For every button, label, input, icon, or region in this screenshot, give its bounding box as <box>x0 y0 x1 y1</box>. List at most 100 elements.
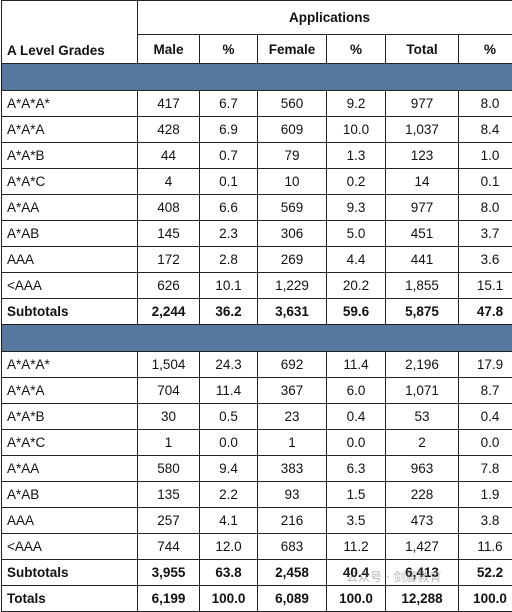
cell-total: 2,196 <box>386 352 459 378</box>
cell-total-pct: 3.7 <box>459 221 512 247</box>
cell-male: 6,199 <box>138 586 200 612</box>
cell-female-pct: 0.0 <box>327 430 386 456</box>
cell-female-pct: 3.5 <box>327 508 386 534</box>
cell-total: 963 <box>386 456 459 482</box>
cell-male-pct: 11.4 <box>200 378 258 404</box>
cell-grade: A*A*A* <box>2 352 138 378</box>
cell-female-pct: 0.4 <box>327 404 386 430</box>
cell-male-pct: 2.3 <box>200 221 258 247</box>
cell-male: 408 <box>138 195 200 221</box>
cell-total: 1,855 <box>386 273 459 299</box>
cell-female: 216 <box>258 508 327 534</box>
cell-grade: AAA <box>2 247 138 273</box>
cell-male: 580 <box>138 456 200 482</box>
cell-total: 14 <box>386 169 459 195</box>
cell-female: 367 <box>258 378 327 404</box>
cell-male: 744 <box>138 534 200 560</box>
cell-total: 123 <box>386 143 459 169</box>
cell-total: 977 <box>386 195 459 221</box>
cell-male: 257 <box>138 508 200 534</box>
cell-male-pct: 0.0 <box>200 430 258 456</box>
cell-male: 704 <box>138 378 200 404</box>
cell-female-pct: 6.3 <box>327 456 386 482</box>
cell-total-pct: 15.1 <box>459 273 512 299</box>
cell-female: 560 <box>258 91 327 117</box>
column-header-female-pct: % <box>327 35 386 64</box>
cell-total: 53 <box>386 404 459 430</box>
cell-grade: AAA <box>2 508 138 534</box>
cell-female: 383 <box>258 456 327 482</box>
cell-total-pct: 1.9 <box>459 482 512 508</box>
cell-female-pct: 6.0 <box>327 378 386 404</box>
cell-female-pct: 59.6 <box>327 299 386 325</box>
cell-female: 79 <box>258 143 327 169</box>
cell-total-pct: 8.0 <box>459 91 512 117</box>
cell-male-pct: 100.0 <box>200 586 258 612</box>
cell-total: 228 <box>386 482 459 508</box>
cell-female: 269 <box>258 247 327 273</box>
cell-total-pct: 47.8 <box>459 299 512 325</box>
column-header-male-pct: % <box>200 35 258 64</box>
cell-female-pct: 1.3 <box>327 143 386 169</box>
section-band-1 <box>2 64 512 91</box>
cell-female: 10 <box>258 169 327 195</box>
cell-female-pct: 0.2 <box>327 169 386 195</box>
cell-female-pct: 1.5 <box>327 482 386 508</box>
cell-total-pct: 100.0 <box>459 586 512 612</box>
cell-male-pct: 24.3 <box>200 352 258 378</box>
cell-grade: A*A*B <box>2 404 138 430</box>
cell-male-pct: 0.7 <box>200 143 258 169</box>
section-band-2-cell <box>2 325 512 352</box>
cell-grade: Subtotals <box>2 299 138 325</box>
cell-male-pct: 12.0 <box>200 534 258 560</box>
cell-female-pct: 11.4 <box>327 352 386 378</box>
cell-grade: Totals <box>2 586 138 612</box>
cell-total-pct: 8.0 <box>459 195 512 221</box>
cell-female-pct: 10.0 <box>327 117 386 143</box>
cell-male: 4 <box>138 169 200 195</box>
cell-total: 451 <box>386 221 459 247</box>
cell-male: 172 <box>138 247 200 273</box>
cell-male-pct: 36.2 <box>200 299 258 325</box>
cell-female-pct: 20.2 <box>327 273 386 299</box>
cell-male-pct: 6.7 <box>200 91 258 117</box>
cell-total: 2 <box>386 430 459 456</box>
cell-female-pct: 4.4 <box>327 247 386 273</box>
cell-total-pct: 0.0 <box>459 430 512 456</box>
cell-female-pct: 100.0 <box>327 586 386 612</box>
cell-total-pct: 52.2 <box>459 560 512 586</box>
cell-male: 428 <box>138 117 200 143</box>
cell-male-pct: 4.1 <box>200 508 258 534</box>
cell-male: 135 <box>138 482 200 508</box>
cell-total-pct: 17.9 <box>459 352 512 378</box>
watermark: 公众号 · 剑藤教育 <box>346 568 441 585</box>
cell-male-pct: 63.8 <box>200 560 258 586</box>
cell-grade: A*AB <box>2 221 138 247</box>
cell-male: 1,504 <box>138 352 200 378</box>
cell-female: 306 <box>258 221 327 247</box>
cell-total: 977 <box>386 91 459 117</box>
cell-male-pct: 6.6 <box>200 195 258 221</box>
cell-male: 626 <box>138 273 200 299</box>
cell-female-pct: 5.0 <box>327 221 386 247</box>
cell-female: 569 <box>258 195 327 221</box>
cell-female: 2,458 <box>258 560 327 586</box>
header-row-top: A Level Grades Applications <box>2 1 512 35</box>
cell-female: 609 <box>258 117 327 143</box>
cell-total-pct: 0.1 <box>459 169 512 195</box>
cell-total-pct: 7.8 <box>459 456 512 482</box>
cell-male-pct: 9.4 <box>200 456 258 482</box>
column-header-male: Male <box>138 35 200 64</box>
cell-male: 2,244 <box>138 299 200 325</box>
cell-total: 12,288 <box>386 586 459 612</box>
cell-male: 3,955 <box>138 560 200 586</box>
